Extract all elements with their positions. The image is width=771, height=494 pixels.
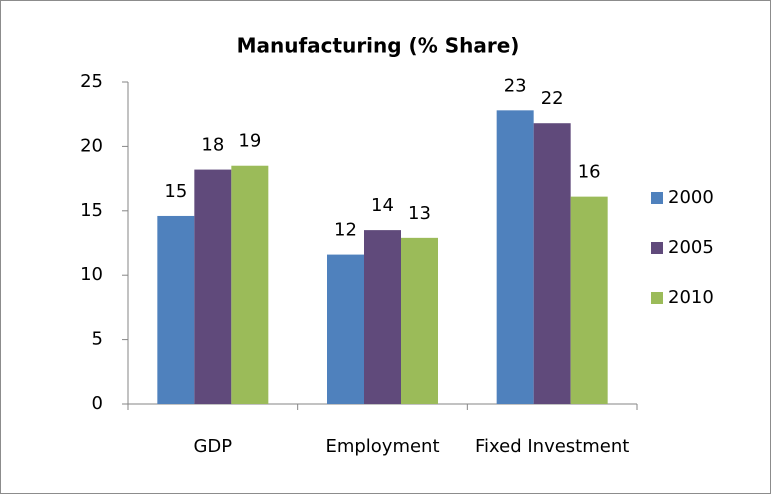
legend-label: 2000 (668, 187, 714, 208)
bar (157, 215, 195, 404)
legend-label: 2005 (668, 237, 714, 258)
y-tick-label: 5 (92, 329, 103, 350)
data-label: 23 (504, 75, 527, 96)
legend-swatch (651, 192, 663, 204)
data-label: 19 (238, 131, 261, 152)
legend-swatch (651, 242, 663, 254)
x-tick-label: GDP (193, 436, 232, 457)
x-tick-label: Employment (325, 436, 439, 457)
y-tick-label: 10 (80, 264, 103, 285)
bar (327, 254, 364, 404)
bar (401, 237, 438, 404)
y-tick-label: 0 (92, 393, 103, 414)
y-tick-label: 20 (80, 135, 103, 156)
bar (570, 196, 608, 404)
data-label: 12 (334, 220, 357, 241)
bar (194, 169, 232, 404)
data-label: 15 (164, 181, 187, 202)
y-tick-label: 15 (80, 200, 103, 221)
y-tick-label: 25 (80, 71, 103, 92)
chart-title: Manufacturing (% Share) (237, 34, 520, 58)
legend-label: 2010 (668, 287, 714, 308)
data-label: 16 (578, 162, 601, 183)
legend-swatch (651, 292, 663, 304)
x-tick-label: Fixed Investment (475, 436, 629, 457)
bar (364, 230, 401, 404)
data-label: 18 (201, 135, 224, 156)
data-label: 14 (371, 195, 394, 216)
data-label: 13 (408, 203, 431, 224)
data-label: 22 (541, 88, 564, 109)
bar (231, 165, 269, 404)
bar (496, 110, 534, 404)
bar (533, 123, 571, 404)
